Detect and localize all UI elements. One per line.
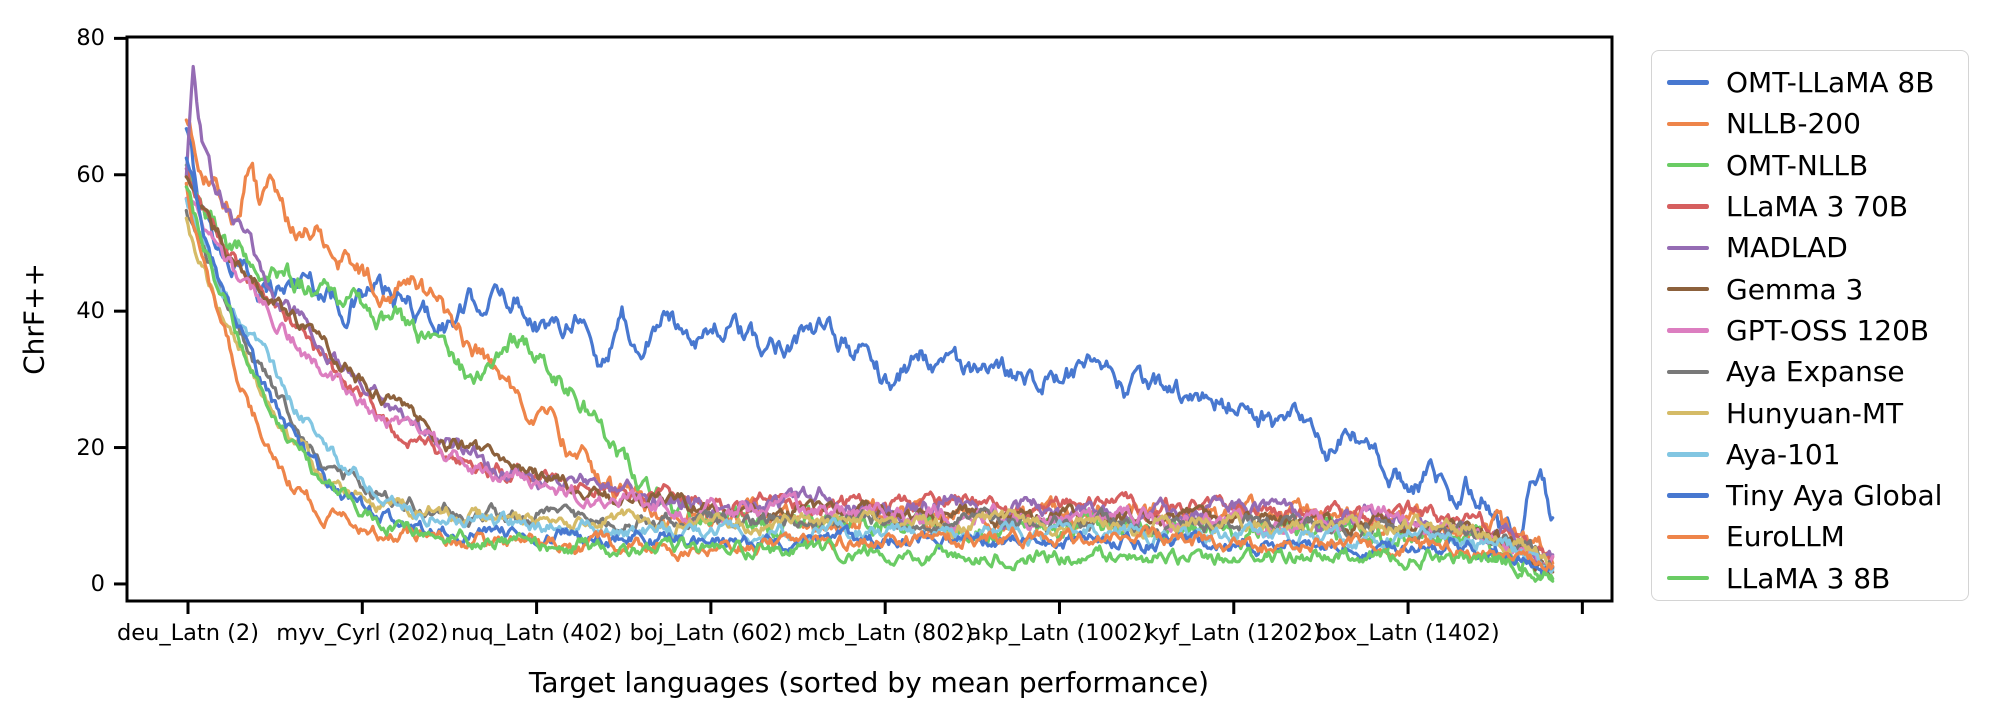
legend-swatch-gemma-3 <box>1667 286 1709 292</box>
legend-label: Aya-101 <box>1726 437 1841 471</box>
series-line-omt-llama-8b <box>184 127 1555 539</box>
legend-label: Aya Expanse <box>1726 355 1905 389</box>
legend-label: OMT-LLaMA 8B <box>1726 66 1935 100</box>
legend-swatch-aya-expanse <box>1667 369 1709 374</box>
legend-label: LLaMA 3 8B <box>1726 561 1891 595</box>
legend: OMT-LLaMA 8B NLLB-200 OMT-NLLB LLaMA 3 70B M… <box>1651 50 1969 601</box>
y-tick-label: 20 <box>76 434 105 461</box>
x-tick-label: akp_Latn (1002) <box>967 620 1152 646</box>
legend-item-eurollm: EuroLLM <box>1652 516 1968 557</box>
legend-item-omt-nllb: OMT-NLLB <box>1652 145 1968 186</box>
x-tick-label: deu_Latn (2) <box>116 620 260 646</box>
plot-border <box>125 35 1614 603</box>
legend-label: GPT-OSS 120B <box>1726 313 1930 347</box>
axis-ticks <box>114 36 1584 614</box>
legend-swatch-llama-3-70b <box>1667 204 1709 209</box>
legend-item-omt-llama-8b: OMT-LLaMA 8B <box>1652 62 1968 103</box>
legend-label: Gemma 3 <box>1726 272 1864 306</box>
series-line-gpt-oss-120b <box>184 196 1555 570</box>
legend-swatch-gpt-oss-120b <box>1667 328 1709 333</box>
x-tick-label: myv_Cyrl (202) <box>276 620 449 646</box>
legend-label: NLLB-200 <box>1726 107 1861 141</box>
y-tick-label: 80 <box>76 25 105 52</box>
legend-label: Tiny Aya Global <box>1726 479 1943 513</box>
x-tick-label: boj_Latn (602) <box>629 620 793 646</box>
y-tick-label: 0 <box>90 570 105 597</box>
legend-item-tiny-aya-global: Tiny Aya Global <box>1652 475 1968 516</box>
x-tick-label: nuq_Latn (402) <box>451 620 623 646</box>
series-line-llama-3-8b <box>184 185 1555 583</box>
legend-item-madlad: MADLAD <box>1652 227 1968 268</box>
legend-item-llama-3-8b: LLaMA 3 8B <box>1652 558 1968 599</box>
legend-swatch-omt-nllb <box>1667 163 1709 168</box>
legend-swatch-tiny-aya-global <box>1667 493 1709 498</box>
legend-swatch-eurollm <box>1667 534 1709 540</box>
legend-item-gemma-3: Gemma 3 <box>1652 268 1968 309</box>
y-tick-label: 60 <box>76 161 105 188</box>
legend-swatch-nllb-200 <box>1667 121 1709 127</box>
legend-label: EuroLLM <box>1726 520 1845 554</box>
x-tick-label: mcb_Latn (802) <box>796 620 974 646</box>
legend-swatch-madlad <box>1667 245 1709 251</box>
series-lines <box>184 64 1555 583</box>
legend-item-aya-expanse: Aya Expanse <box>1652 351 1968 392</box>
legend-item-nllb-200: NLLB-200 <box>1652 103 1968 144</box>
legend-label: MADLAD <box>1726 231 1848 265</box>
legend-swatch-hunyuan-mt <box>1667 410 1709 416</box>
x-axis-title: Target languages (sorted by mean perform… <box>528 666 1210 699</box>
x-tick-label: box_Latn (1402) <box>1316 620 1500 646</box>
y-tick-label: 40 <box>76 298 105 325</box>
legend-item-aya-101: Aya-101 <box>1652 434 1968 475</box>
legend-item-hunyuan-mt: Hunyuan-MT <box>1652 392 1968 433</box>
legend-item-llama-3-70b: LLaMA 3 70B <box>1652 186 1968 227</box>
legend-swatch-aya-101 <box>1667 452 1709 457</box>
series-line-aya-101 <box>184 197 1555 574</box>
legend-label: LLaMA 3 70B <box>1726 190 1909 224</box>
legend-swatch-llama-3-8b <box>1667 576 1709 581</box>
legend-label: Hunyuan-MT <box>1726 396 1904 430</box>
legend-label: OMT-NLLB <box>1726 148 1869 182</box>
x-tick-label: kyf_Latn (1202) <box>1145 620 1322 646</box>
legend-item-gpt-oss-120b: GPT-OSS 120B <box>1652 310 1968 351</box>
series-line-madlad <box>184 64 1555 564</box>
legend-swatch-omt-llama-8b <box>1667 80 1709 85</box>
